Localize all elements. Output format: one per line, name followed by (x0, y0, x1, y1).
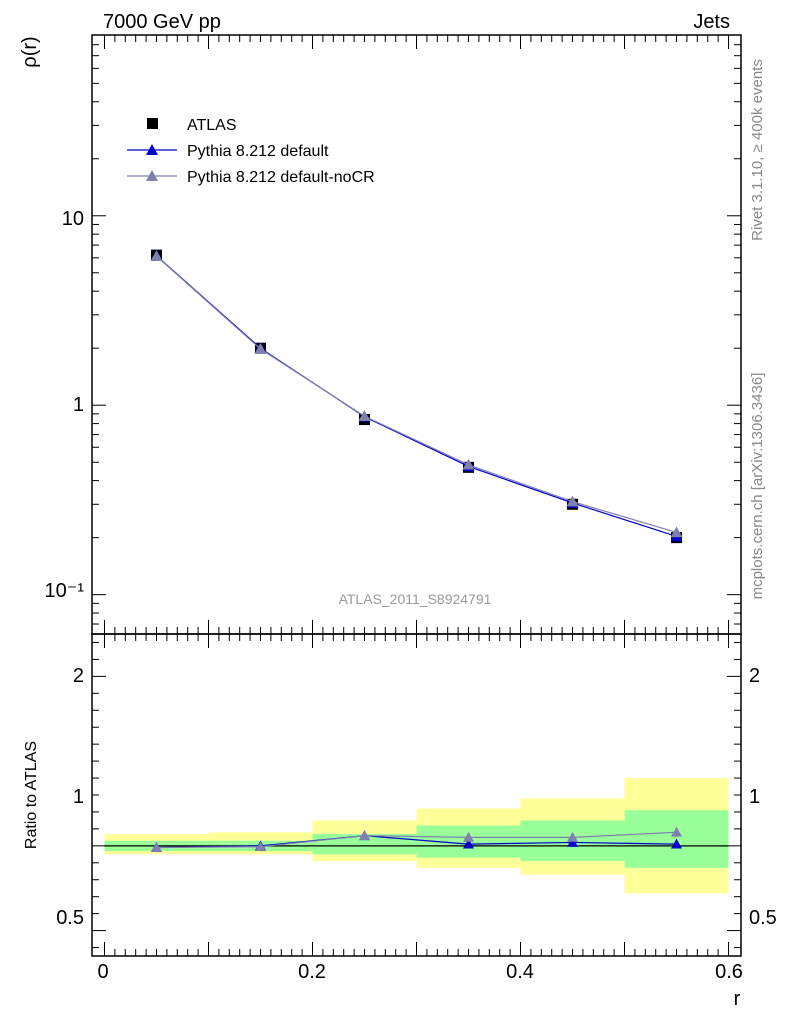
rivet-label: Rivet 3.1.10, ≥ 400k events (749, 59, 766, 241)
ratio-ytick-label-right: 0.5 (749, 907, 777, 929)
ratio-bands (104, 778, 729, 894)
ratio-nocr-point (463, 831, 475, 842)
ratio-band-stat (312, 833, 417, 855)
mcplots-label: mcplots.cern.ch [arXiv:1306.3436] (749, 373, 766, 600)
legend-marker-nocr (146, 170, 158, 181)
pythia-nocr-point (566, 495, 579, 507)
ratio-ytick-label: 0.5 (56, 907, 84, 929)
ratio-ylabel: Ratio to ATLAS (23, 741, 40, 849)
xtick-label: 0.6 (715, 961, 743, 983)
ratio-ytick-label-right: 1 (749, 786, 760, 808)
xtick-label: 0.2 (298, 961, 326, 983)
pythia-nocr-point (254, 343, 267, 354)
legend-label-atlas: ATLAS (187, 117, 237, 134)
main-ytick-label: 10 (62, 208, 84, 230)
ratio-ytick-label: 2 (73, 665, 84, 687)
legend-marker-default (146, 144, 158, 155)
ratio-ticks (92, 634, 741, 956)
ratio-nocr-point (671, 826, 683, 837)
pythia-nocr-line (156, 255, 677, 534)
ratio-ytick-label: 1 (73, 786, 84, 808)
legend-label-nocr: Pythia 8.212 default-noCR (187, 169, 375, 186)
ratio-default-point (567, 836, 579, 847)
pythia-nocr-point (150, 250, 163, 261)
ratio-nocr-point (150, 842, 162, 852)
legend: ATLAS Pythia 8.212 default Pythia 8.212 … (127, 117, 375, 186)
ratio-ytick-label-right: 2 (749, 665, 760, 687)
xtick-label: 0.4 (506, 961, 534, 983)
ratio-xlabel: r (734, 988, 741, 1010)
header-right: Jets (693, 11, 730, 33)
main-ytick-label: 10⁻¹ (45, 580, 85, 602)
legend-marker-atlas (147, 118, 158, 129)
pythia-nocr-point (670, 526, 683, 538)
ratio-y-tick-labels-right: 0.5 1 2 (749, 665, 777, 929)
pythia-nocr-point (462, 458, 475, 470)
ratio-default-point (463, 838, 475, 849)
legend-label-default: Pythia 8.212 default (187, 143, 329, 160)
ratio-nocr-point (567, 831, 579, 842)
analysis-label: ATLAS_2011_S8924791 (339, 591, 492, 607)
ratio-default-line (156, 835, 677, 849)
main-ytick-label: 1 (73, 394, 84, 416)
xtick-label: 0 (97, 961, 108, 983)
header-left: 7000 GeV pp (103, 11, 221, 33)
main-ylabel: ρ(r) (19, 36, 41, 67)
ratio-nocr-line (156, 831, 677, 849)
ratio-series (150, 826, 683, 852)
ratio-y-tick-labels-left: 0.5 1 2 (56, 665, 84, 929)
x-tick-labels: 0 0.2 0.4 0.6 (97, 961, 742, 983)
ratio-nocr-point (254, 841, 266, 852)
main-y-tick-labels: 10⁻¹ 1 10 (45, 208, 85, 602)
main-y-ticks (92, 34, 741, 634)
main-series (150, 249, 683, 544)
pythia-default-line (156, 255, 677, 537)
ratio-nocr-point (358, 830, 370, 841)
ratio-default-point (671, 838, 683, 849)
pythia-nocr-point (358, 410, 371, 422)
